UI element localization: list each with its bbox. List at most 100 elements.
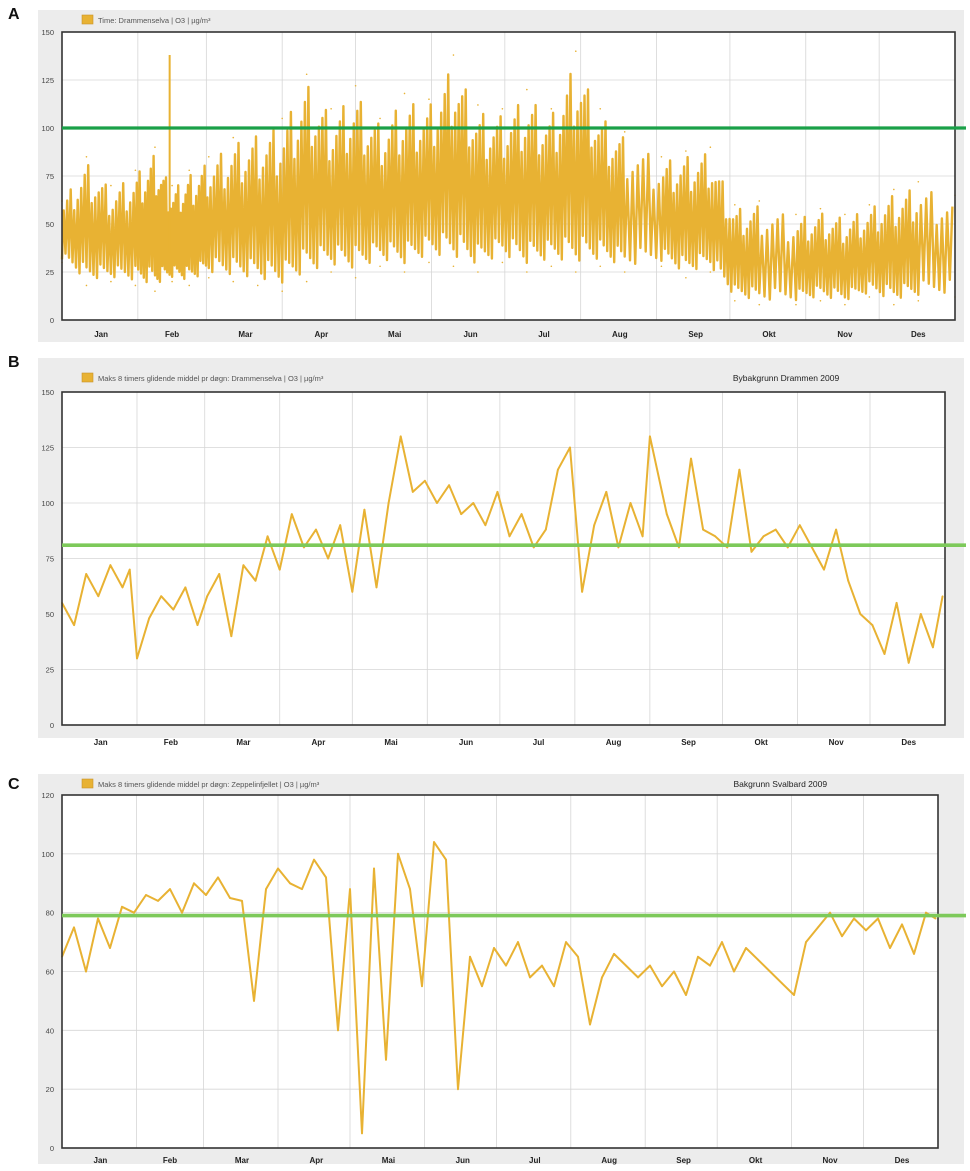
- series-min-point: [85, 284, 88, 287]
- series-min-point: [868, 296, 871, 298]
- series-point: [641, 535, 644, 538]
- series-max-point: [660, 156, 663, 158]
- series-point: [385, 1058, 387, 1061]
- series-point: [361, 1132, 363, 1135]
- series-max-point: [428, 98, 430, 100]
- series-point: [553, 985, 555, 988]
- series-max-point: [623, 131, 626, 133]
- series-max-point: [134, 169, 137, 172]
- y-tick-label: 100: [41, 850, 54, 859]
- y-tick-label: 0: [50, 721, 54, 730]
- series-max-point: [281, 117, 283, 120]
- series-point: [520, 513, 523, 515]
- series-point: [601, 976, 603, 979]
- series-min-point: [110, 280, 112, 283]
- series-point: [254, 579, 257, 582]
- series-point: [889, 947, 891, 949]
- series-min-point: [330, 271, 332, 273]
- series-point: [593, 524, 596, 527]
- x-tick-label: Mai: [388, 330, 401, 339]
- x-tick-label: Feb: [163, 1156, 177, 1165]
- series-min-point: [819, 300, 822, 302]
- legend-swatch: [81, 778, 94, 789]
- series-min-point: [709, 271, 712, 273]
- series-point: [325, 876, 327, 879]
- series-point: [289, 882, 291, 885]
- series-point: [613, 952, 615, 955]
- series-point: [205, 894, 207, 896]
- x-tick-label: Mai: [384, 738, 397, 747]
- series-point: [206, 595, 209, 598]
- x-tick-label: Feb: [164, 738, 178, 747]
- series-point: [184, 586, 187, 589]
- series-point: [823, 568, 825, 571]
- x-tick-label: Jul: [529, 1156, 541, 1165]
- series-min-point: [256, 284, 259, 287]
- series-point: [128, 568, 131, 571]
- series-min-point: [599, 265, 602, 268]
- series-min-point: [477, 271, 479, 273]
- series-max-point: [819, 207, 822, 210]
- series-max-point: [85, 156, 88, 158]
- x-tick-label: Apr: [312, 738, 326, 747]
- series-point: [121, 905, 123, 908]
- legend-swatch: [81, 14, 94, 25]
- series-point: [762, 535, 765, 538]
- series-point: [781, 982, 783, 985]
- chart-panel-a: 0 25 50 75 100 125 150 Jan Feb Mar Apr Mai Jun Jul Aug…: [38, 10, 966, 342]
- series-point: [337, 1029, 339, 1032]
- series-point: [157, 900, 159, 902]
- series-min-point: [574, 271, 577, 273]
- x-tick-label: Nov: [829, 738, 845, 747]
- series-point: [218, 573, 221, 575]
- series-point: [649, 964, 651, 967]
- series-point: [445, 858, 447, 861]
- series-point: [181, 911, 183, 914]
- series-min-point: [734, 300, 736, 302]
- series-point: [349, 888, 351, 891]
- x-tick-label: Jan: [94, 330, 108, 339]
- y-tick-label: 25: [46, 666, 54, 675]
- series-point: [97, 917, 99, 920]
- series-point: [265, 888, 267, 891]
- series-point: [339, 524, 342, 527]
- series-min-point: [501, 261, 504, 264]
- series-point: [714, 535, 717, 538]
- x-tick-label: Mar: [235, 1156, 249, 1165]
- y-tick-label: 80: [46, 909, 54, 918]
- series-line-hourly: [60, 72, 954, 302]
- series-point: [557, 468, 559, 471]
- series-max-point: [452, 54, 455, 56]
- series-point: [907, 661, 910, 664]
- series-min-point: [623, 271, 626, 273]
- plot-frame: [61, 794, 939, 1149]
- series-max-point: [917, 180, 920, 183]
- series-point: [702, 528, 704, 531]
- series-max-point: [154, 146, 156, 148]
- series-point: [73, 624, 75, 626]
- series-max-point: [709, 146, 712, 148]
- series-point: [913, 952, 915, 955]
- series-point: [661, 985, 663, 988]
- series-max-point: [844, 213, 846, 216]
- y-tick-label: 100: [41, 499, 54, 508]
- series-point: [423, 479, 426, 482]
- series-point: [133, 911, 135, 914]
- series-point: [541, 964, 543, 967]
- series-point: [266, 535, 269, 538]
- series-point: [932, 646, 934, 649]
- series-min-point: [428, 261, 430, 264]
- series-point: [865, 929, 867, 932]
- x-tick-label: Des: [911, 330, 926, 339]
- series-point: [738, 468, 741, 471]
- x-tick-label: Des: [895, 1156, 910, 1165]
- y-tick-label: 0: [50, 316, 54, 325]
- series-min-point: [526, 271, 528, 273]
- series-point: [690, 457, 692, 460]
- x-tick-label: Aug: [601, 1156, 617, 1165]
- x-tick-label: Jul: [538, 330, 550, 339]
- series-point: [327, 557, 330, 560]
- series-point: [757, 958, 759, 961]
- series-point: [242, 564, 245, 567]
